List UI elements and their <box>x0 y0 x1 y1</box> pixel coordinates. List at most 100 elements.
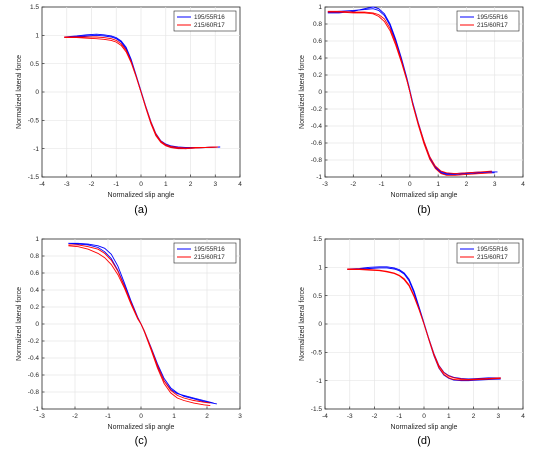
panel-label: (d) <box>417 435 430 447</box>
x-tick-label: -2 <box>372 413 378 420</box>
legend-entry: 215/60R17 <box>477 22 508 29</box>
y-tick-label: 0.6 <box>313 38 322 45</box>
x-tick-label: -3 <box>39 413 45 420</box>
y-tick-label: -1.5 <box>311 406 323 413</box>
x-tick-label: -2 <box>72 413 78 420</box>
x-tick-label: 3 <box>238 413 242 420</box>
x-tick-label: -3 <box>64 181 70 188</box>
x-axis-label: Normalized slip angle <box>108 424 175 431</box>
x-tick-label: -1 <box>113 181 119 188</box>
y-tick-label: 0.4 <box>313 55 322 62</box>
x-tick-label: 1 <box>447 413 451 420</box>
x-tick-label: -4 <box>322 413 328 420</box>
y-tick-label: 1.5 <box>30 4 39 11</box>
y-tick-label: 0.2 <box>313 72 322 79</box>
x-tick-label: 0 <box>422 413 426 420</box>
x-tick-label: -1 <box>379 181 385 188</box>
chart-panel-0: -4 -3 -2 -1 0 1 2 3 4 -1.5 -1 -0.5 0 0.5 1 1.5 Normalize… <box>16 4 242 216</box>
y-tick-label: -0.4 <box>311 123 323 130</box>
y-tick-label: -0.2 <box>311 106 323 113</box>
y-tick-label: -0.8 <box>311 157 323 164</box>
y-tick-label: -0.4 <box>28 355 40 362</box>
x-tick-label: 4 <box>521 181 525 188</box>
x-tick-label: 1 <box>436 181 440 188</box>
y-tick-label: -1 <box>316 174 322 181</box>
x-tick-label: 1 <box>164 181 168 188</box>
y-tick-label: 0.4 <box>30 287 39 294</box>
chart-panel-3: -4 -3 -2 -1 0 1 2 3 4 -1.5 -1 -0.5 0 0.5 1 1.5 Normalize… <box>299 236 525 447</box>
x-axis-label: Normalized slip angle <box>108 192 175 199</box>
y-axis-label: Normalized lateral force <box>16 287 23 361</box>
x-tick-label: 3 <box>496 413 500 420</box>
legend-entry: 215/60R17 <box>194 254 225 261</box>
x-tick-label: 3 <box>493 181 497 188</box>
y-tick-label: 0.8 <box>313 21 322 28</box>
legend-box <box>173 242 237 264</box>
y-tick-label: 1 <box>35 236 39 243</box>
legend-entry: 215/60R17 <box>194 22 225 29</box>
series-line-215/60R17-1 <box>64 37 218 149</box>
y-tick-label: 1.5 <box>313 236 322 243</box>
y-tick-label: 0.5 <box>313 293 322 300</box>
x-tick-label: -2 <box>89 181 95 188</box>
y-tick-label: 1 <box>35 33 39 40</box>
x-axis-label: Normalized slip angle <box>391 424 458 431</box>
x-tick-label: 0 <box>139 413 143 420</box>
y-tick-label: 0 <box>318 89 322 96</box>
series-line-215/60R17-1 <box>347 269 501 380</box>
legend-entry: 215/60R17 <box>477 254 508 261</box>
x-tick-label: 2 <box>189 181 193 188</box>
y-tick-label: -0.2 <box>28 338 40 345</box>
y-tick-label: -1 <box>33 146 39 153</box>
y-tick-label: -1 <box>33 406 39 413</box>
x-tick-label: -1 <box>105 413 111 420</box>
x-tick-label: 1 <box>172 413 176 420</box>
legend-entry: 195/55R16 <box>194 14 225 21</box>
y-tick-label: -0.5 <box>28 118 40 125</box>
panel-label: (b) <box>417 204 430 216</box>
y-tick-label: -1.5 <box>28 174 40 181</box>
panel-label: (a) <box>134 204 147 216</box>
y-tick-label: 0.5 <box>30 61 39 68</box>
y-tick-label: 0.6 <box>30 270 39 277</box>
y-axis-label: Normalized lateral force <box>299 287 306 361</box>
y-tick-label: 0.2 <box>30 304 39 311</box>
y-axis-label: Normalized lateral force <box>299 55 306 129</box>
y-tick-label: -0.5 <box>311 350 323 357</box>
x-tick-label: -4 <box>39 181 45 188</box>
x-tick-label: 4 <box>521 413 525 420</box>
y-tick-label: 1 <box>318 265 322 272</box>
x-tick-label: 3 <box>213 181 217 188</box>
y-tick-label: 0 <box>35 321 39 328</box>
y-tick-label: 0 <box>318 321 322 328</box>
chart-panel-1: -3 -2 -1 0 1 2 3 4 -1 -0.8 -0.6 -0.4 -0.2 0 0.2 0.4 0.6 0… <box>299 4 525 216</box>
x-tick-label: -3 <box>322 181 328 188</box>
panel-label: (c) <box>135 435 148 447</box>
x-tick-label: 2 <box>465 181 469 188</box>
chart-panel-2: -3 -2 -1 0 1 2 3 -1 -0.8 -0.6 -0.4 -0.2 0 0.2 0.4 0.6 0.… <box>16 236 242 447</box>
x-axis-label: Normalized slip angle <box>391 192 458 199</box>
legend-box <box>173 10 237 32</box>
y-axis-label: Normalized lateral force <box>16 55 23 129</box>
x-tick-label: 4 <box>238 181 242 188</box>
x-tick-label: 2 <box>205 413 209 420</box>
y-tick-label: -0.6 <box>28 372 40 379</box>
y-tick-label: 0.8 <box>30 253 39 260</box>
series-line-215/60R17-1 <box>68 245 211 404</box>
legend-box <box>456 242 520 264</box>
legend-entry: 195/55R16 <box>477 14 508 21</box>
y-tick-label: 1 <box>318 4 322 11</box>
legend-entry: 195/55R16 <box>194 246 225 253</box>
x-tick-label: 2 <box>472 413 476 420</box>
y-tick-label: 0 <box>35 89 39 96</box>
x-tick-label: 0 <box>139 181 143 188</box>
y-tick-label: -0.6 <box>311 140 323 147</box>
series-line-215/60R17-1 <box>327 11 492 175</box>
legend-box <box>456 10 520 32</box>
x-tick-label: 0 <box>408 181 412 188</box>
y-tick-label: -0.8 <box>28 389 40 396</box>
